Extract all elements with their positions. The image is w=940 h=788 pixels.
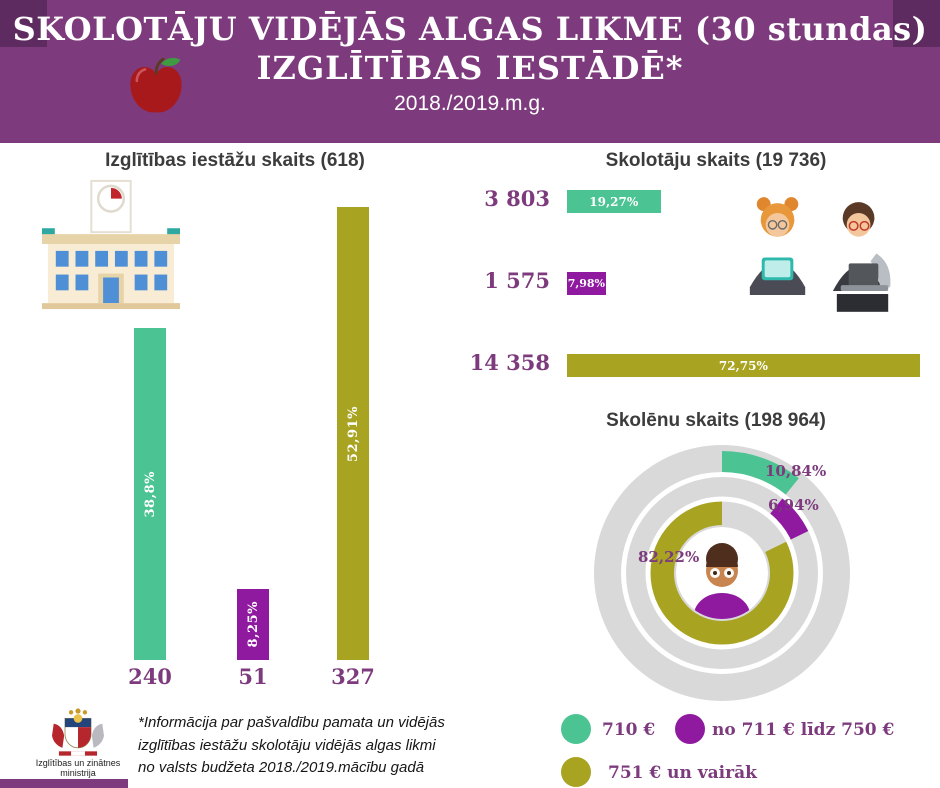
ministry-coat-of-arms-logo <box>52 708 104 756</box>
donut-segment-751-plus <box>648 499 796 647</box>
school-building-icon <box>42 179 180 310</box>
teachers-bar-711-750-percent: 7,98% <box>567 277 605 290</box>
footnote-line1: *Informācija par pašvaldību pamata un vi… <box>138 714 445 731</box>
legend-label-751-plus: 751 € un vairāk <box>608 763 757 783</box>
teachers-row-711-750-value: 1 575 <box>484 268 550 293</box>
ministry-caption: Izglītības un zinātnes ministrija <box>35 758 121 778</box>
teachers-row-751-plus-value: 14 358 <box>469 350 550 375</box>
student-avatar <box>676 527 768 619</box>
footnote-line3: no valsts budžeta 2018./2019.mācību gadā <box>138 759 425 776</box>
donut-label-711-750: 6,94% <box>768 496 819 514</box>
donut-label-710: 10,84% <box>765 462 827 480</box>
legend-dot-751-plus <box>561 757 591 787</box>
page-title-line1: SKOLOTĀJU VIDĒJĀS ALGAS LIKME (30 stunda… <box>12 10 928 48</box>
bottom-accent-strip <box>0 779 128 788</box>
students-chart-title: Skolēnu skaits (198 964) <box>606 410 826 431</box>
footnote-line2: izglītības iestāžu skolotāju vidējās alg… <box>138 736 436 754</box>
students-donut-chart <box>594 445 850 701</box>
teachers-row-710-value: 3 803 <box>484 186 550 211</box>
institutions-bar-711-750-percent: 8,25% <box>245 601 261 648</box>
header-corner-right-decoration <box>893 0 940 47</box>
institutions-bar-710-value: 240 <box>128 664 172 689</box>
institutions-bar-711-750-value: 51 <box>238 664 268 689</box>
apple-icon <box>130 57 182 113</box>
institutions-bar-751-plus: 52,91% <box>337 207 369 660</box>
legend-label-710: 710 € <box>602 720 656 740</box>
header-banner: SKOLOTĀJU VIDĒJĀS ALGAS LIKME (30 stunda… <box>0 0 940 143</box>
header-title-block: SKOLOTĀJU VIDĒJĀS ALGAS LIKME (30 stunda… <box>0 10 940 116</box>
teachers-bar-710: 19,27% <box>567 190 661 213</box>
footnote: *Informācija par pašvaldību pamata un vi… <box>138 712 478 780</box>
teachers-illustration <box>749 197 891 312</box>
institutions-bar-751-plus-percent: 52,91% <box>345 405 361 462</box>
institutions-chart-title: Izglītības iestāžu skaits (618) <box>105 150 365 171</box>
donut-label-751-plus: 82,22% <box>638 548 700 566</box>
institutions-bar-710: 38,8% <box>134 327 166 660</box>
institutions-bar-710-percent: 38,8% <box>142 470 158 518</box>
legend-dot-710 <box>561 714 591 744</box>
donut-segment-710 <box>600 451 844 695</box>
teachers-bar-751-plus: 72,75% <box>567 354 920 377</box>
page-subtitle: 2018./2019.m.g. <box>394 92 546 116</box>
institutions-bar-711-750: 8,25% <box>237 589 269 660</box>
teachers-bar-711-750: 7,98% <box>567 272 606 295</box>
legend-dot-711-750 <box>675 714 705 744</box>
teachers-bar-751-plus-percent: 72,75% <box>718 358 768 373</box>
teachers-chart-title: Skolotāju skaits (19 736) <box>605 150 827 171</box>
header-corner-left-decoration <box>0 0 47 47</box>
legend-label-711-750: no 711 € līdz 750 € <box>712 720 895 740</box>
institutions-bar-751-plus-value: 327 <box>331 664 375 689</box>
page-title-line2: IZGLĪTĪBAS IESTĀDĒ* <box>256 49 684 88</box>
teachers-bar-710-percent: 19,27% <box>589 194 639 209</box>
